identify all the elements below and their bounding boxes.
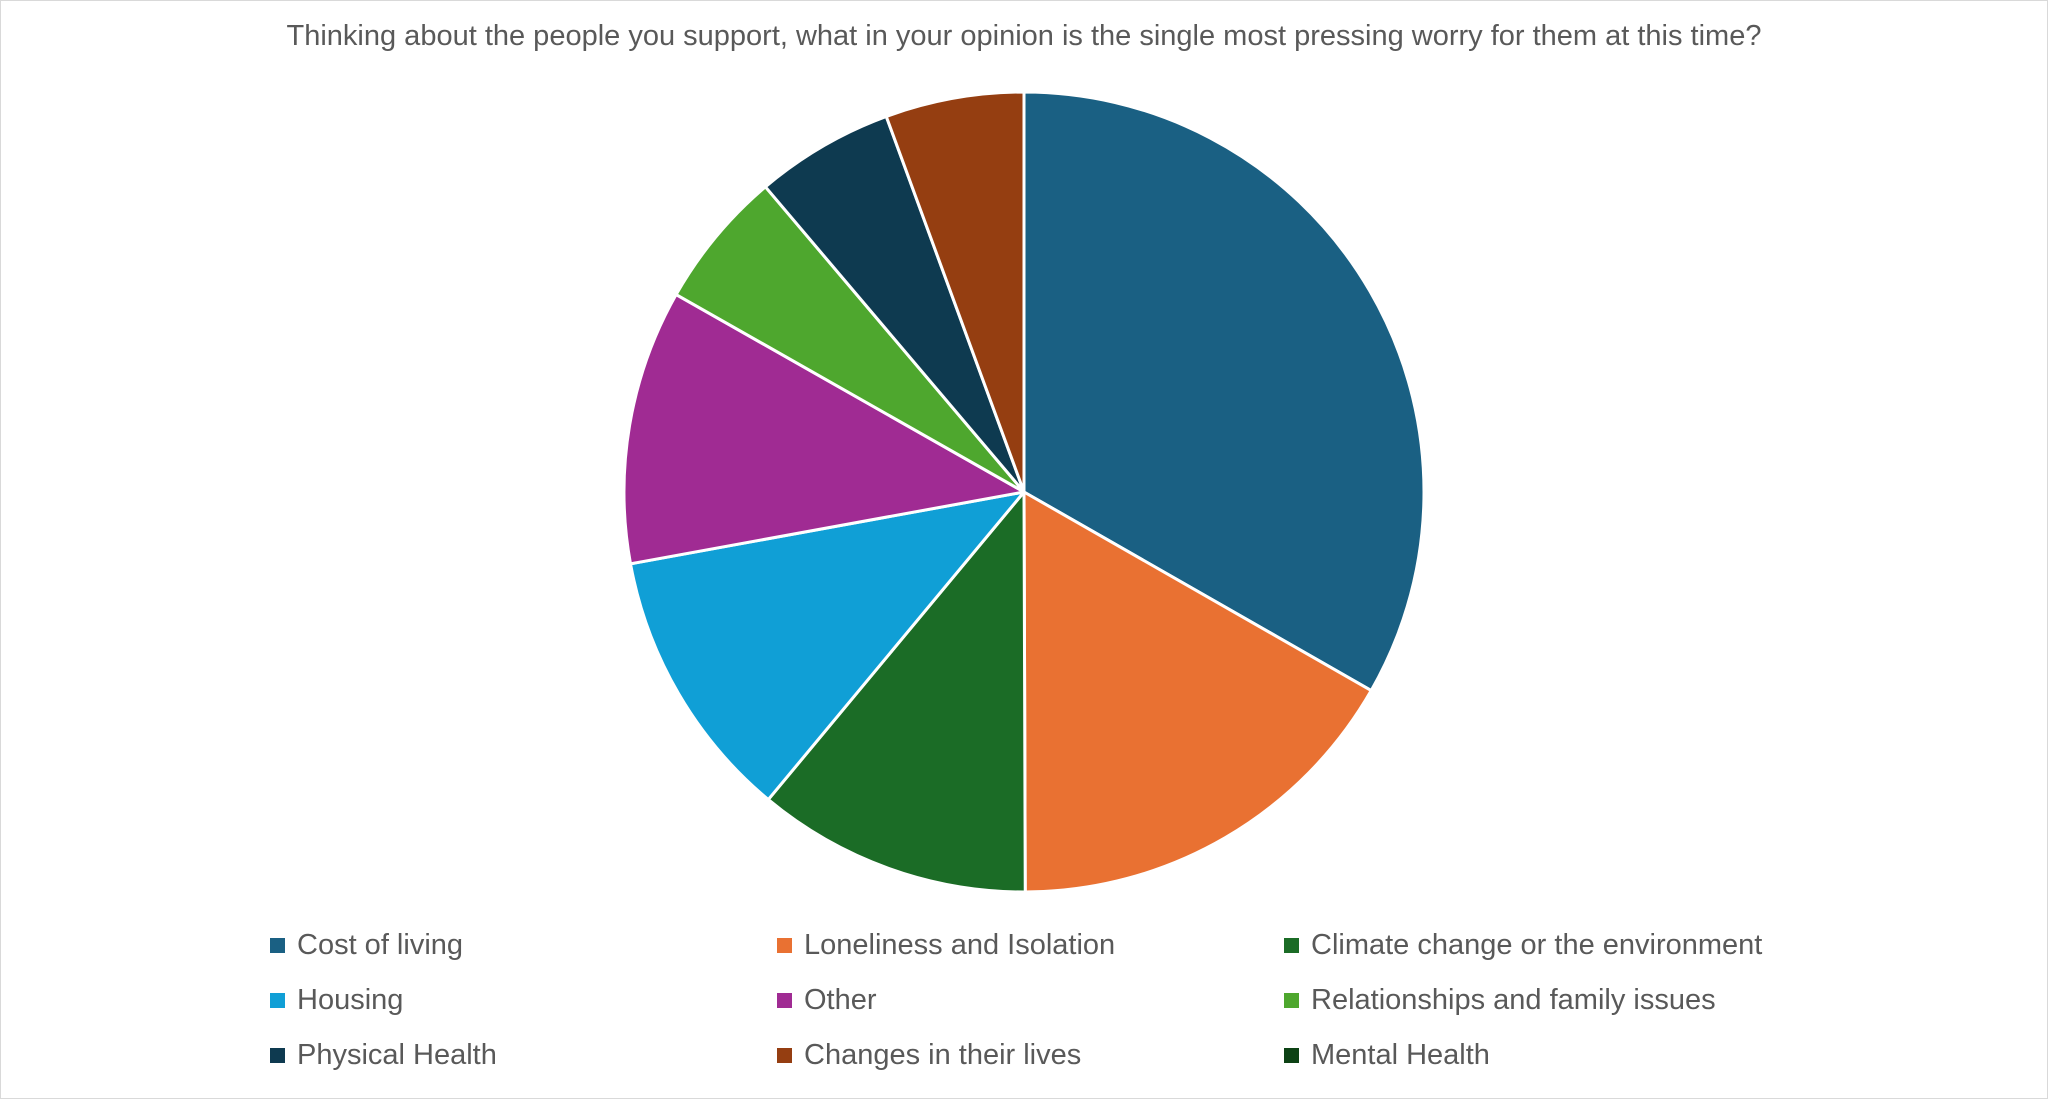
legend-item-loneliness-and-isolation: Loneliness and Isolation xyxy=(777,925,1115,965)
legend-label: Changes in their lives xyxy=(804,1038,1082,1071)
pie-slice-cost-of-living xyxy=(1022,90,1426,693)
legend-label: Other xyxy=(804,983,877,1016)
legend-swatch xyxy=(777,992,792,1008)
chart-title: Thinking about the people you support, w… xyxy=(286,20,1762,52)
legend-label: Loneliness and Isolation xyxy=(804,928,1116,961)
legend-item-mental-health: Mental Health xyxy=(1284,1035,1490,1075)
legend-swatch xyxy=(1284,937,1299,953)
legend-label: Physical Health xyxy=(297,1038,497,1071)
pie-slice-housing xyxy=(628,490,1026,802)
legend-item-relationships-and-family-issues: Relationships and family issues xyxy=(1284,980,1716,1020)
legend-label: Mental Health xyxy=(1311,1038,1490,1071)
pie-slice-loneliness-and-isolation xyxy=(1022,490,1373,894)
legend-label: Housing xyxy=(297,983,404,1016)
legend-label: Cost of living xyxy=(297,928,464,961)
legend-item-housing: Housing xyxy=(270,980,403,1020)
legend-swatch xyxy=(777,937,792,953)
pie-slice-changes-in-their-lives xyxy=(884,90,1026,494)
legend-swatch xyxy=(1284,1047,1299,1063)
legend-item-physical-health: Physical Health xyxy=(270,1035,497,1075)
legend-item-cost-of-living: Cost of living xyxy=(270,925,463,965)
legend-swatch xyxy=(270,1047,285,1063)
legend-label: Relationships and family issues xyxy=(1311,983,1716,1016)
legend-label: Climate change or the environment xyxy=(1311,928,1763,961)
pie-slice-climate-change-or-the-environment xyxy=(766,490,1027,894)
legend-swatch xyxy=(270,937,285,953)
pie-slice-physical-health xyxy=(763,114,1026,494)
legend-item-climate-change-or-the-environment: Climate change or the environment xyxy=(1284,925,1762,965)
legend-item-other: Other xyxy=(777,980,877,1020)
legend-item-changes-in-their-lives: Changes in their lives xyxy=(777,1035,1081,1075)
legend-swatch xyxy=(1284,992,1299,1008)
pie-slice-other xyxy=(622,293,1026,566)
legend-swatch xyxy=(270,992,285,1008)
pie-slice-relationships-and-family-issues xyxy=(674,185,1026,494)
legend-swatch xyxy=(777,1047,792,1063)
